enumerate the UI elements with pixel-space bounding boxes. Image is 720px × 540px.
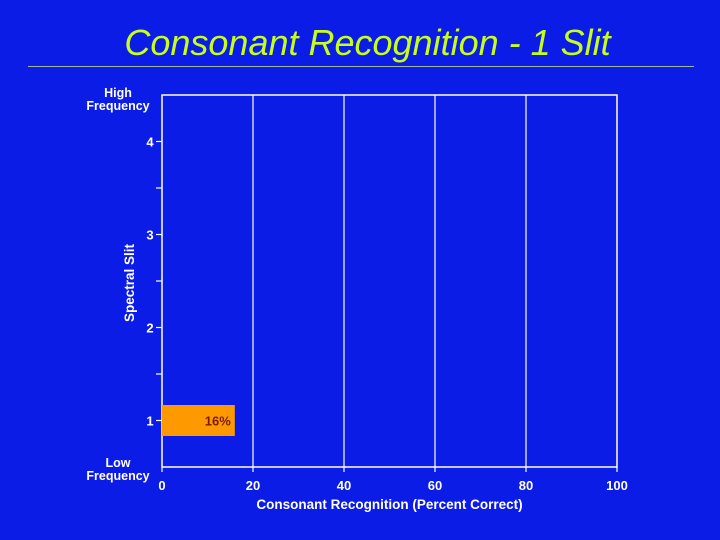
y-tick-label-2: 2	[146, 321, 153, 336]
y-tick-label-4: 4	[146, 135, 154, 150]
y-end-label-top-1: Frequency	[86, 99, 149, 113]
title-divider	[28, 66, 694, 67]
x-axis-title: Consonant Recognition (Percent Correct)	[256, 497, 522, 512]
slide-title: Consonant Recognition - 1 Slit	[124, 22, 611, 63]
x-tick-label-80: 80	[519, 478, 533, 493]
bar-1	[162, 405, 235, 436]
x-tick-label-40: 40	[337, 478, 351, 493]
x-tick-label-0: 0	[158, 478, 165, 493]
y-end-label-bottom-1: Frequency	[86, 469, 149, 483]
y-tick-label-1: 1	[146, 414, 153, 429]
y-tick-label-3: 3	[146, 228, 153, 243]
bar-label-1: 16%	[205, 414, 231, 429]
y-axis-title: Spectral Slit	[122, 243, 137, 322]
x-tick-label-20: 20	[246, 478, 260, 493]
x-tick-label-60: 60	[428, 478, 442, 493]
y-end-label-bottom-0: Low	[106, 456, 131, 470]
y-end-label-top-0: High	[104, 86, 132, 100]
x-tick-label-100: 100	[606, 478, 628, 493]
